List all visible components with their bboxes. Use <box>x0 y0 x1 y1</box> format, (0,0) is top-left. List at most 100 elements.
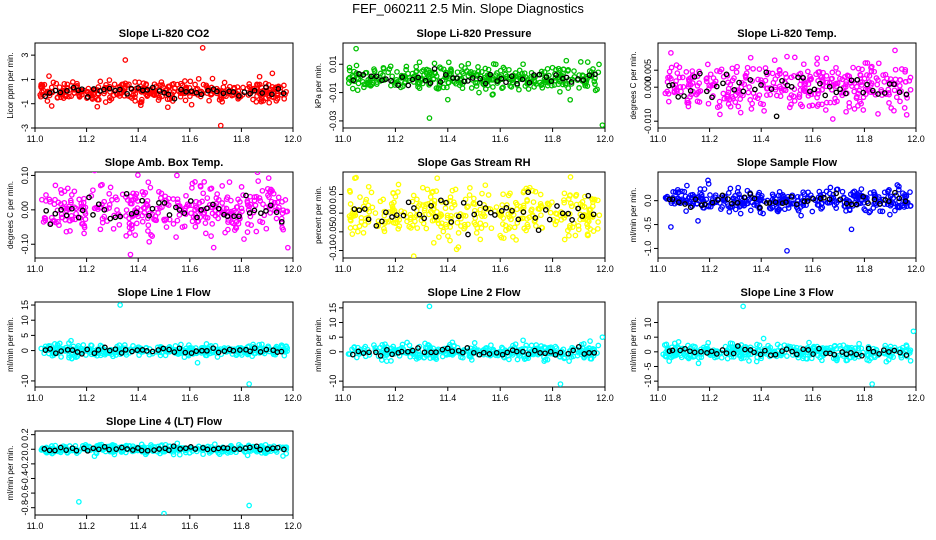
y-axis-label: degrees C per min. <box>6 181 15 249</box>
reference-point <box>482 80 489 87</box>
data-points <box>662 47 914 122</box>
point <box>174 217 181 224</box>
point <box>703 75 710 82</box>
point <box>450 343 457 350</box>
point <box>231 207 237 214</box>
reference-point <box>129 447 136 453</box>
point <box>574 352 581 359</box>
reference-point <box>548 78 555 85</box>
x-tick-label: 11.8 <box>544 134 561 144</box>
outlier-point <box>740 303 746 310</box>
point <box>442 205 449 212</box>
point <box>448 67 454 74</box>
point <box>497 232 504 239</box>
point <box>380 65 387 72</box>
point <box>569 76 576 83</box>
x-tick-label: 11.8 <box>544 393 561 403</box>
point <box>213 349 219 356</box>
y-tick-label: 0.0 <box>20 443 30 456</box>
point <box>698 354 705 361</box>
reference-point <box>135 85 142 91</box>
point <box>767 91 774 98</box>
point <box>201 179 208 185</box>
point <box>760 335 767 342</box>
point <box>804 68 811 75</box>
point <box>798 212 804 219</box>
outlier-point <box>869 381 875 387</box>
point <box>828 76 835 82</box>
point <box>99 181 105 188</box>
reference-point <box>788 193 795 200</box>
data-points <box>38 302 291 387</box>
point <box>109 197 115 203</box>
outlier-point <box>599 122 605 128</box>
reference-point <box>590 211 597 218</box>
point <box>582 193 588 200</box>
reference-point <box>133 209 140 216</box>
point <box>373 81 380 87</box>
point <box>770 79 777 86</box>
point <box>493 204 500 210</box>
point <box>207 447 214 454</box>
reference-point <box>389 214 395 220</box>
point <box>110 449 116 455</box>
point <box>567 174 574 180</box>
x-tick-label: 12.0 <box>596 393 614 403</box>
point <box>176 212 183 218</box>
reference-point <box>95 347 102 353</box>
reference-point <box>779 348 785 354</box>
reference-point <box>891 347 898 354</box>
point <box>537 200 544 207</box>
reference-point <box>422 77 429 84</box>
reference-point <box>178 86 184 93</box>
reference-point <box>585 192 592 199</box>
reference-point <box>246 210 253 216</box>
point <box>107 94 113 101</box>
point <box>366 352 373 358</box>
point <box>176 451 183 458</box>
point <box>871 189 877 195</box>
x-tick-label: 11.8 <box>233 393 250 403</box>
chart-panel-4: Slope Amb. Box Temp. 11.0 11.2 11.4 11.6 11.8… <box>6 157 302 274</box>
point <box>673 351 680 358</box>
reference-point <box>896 89 903 96</box>
point <box>110 225 117 232</box>
plot-frame <box>657 301 917 388</box>
point <box>360 229 367 236</box>
point <box>673 78 679 84</box>
x-tick-label: 11.8 <box>856 393 873 403</box>
point <box>769 204 776 211</box>
point <box>885 86 892 93</box>
point <box>861 206 868 212</box>
reference-point <box>69 445 76 452</box>
point <box>813 71 819 78</box>
point <box>776 67 783 74</box>
point <box>431 197 438 204</box>
reference-point <box>486 351 493 357</box>
point <box>805 195 811 201</box>
point <box>853 194 859 200</box>
reference-point <box>891 81 897 88</box>
point <box>898 66 905 72</box>
point <box>666 358 673 364</box>
point <box>887 202 894 209</box>
reference-point <box>383 209 389 216</box>
point <box>409 70 416 77</box>
point <box>162 193 169 200</box>
reference-point <box>801 198 808 205</box>
point <box>864 60 871 66</box>
reference-point <box>409 347 416 354</box>
point <box>590 66 596 72</box>
reference-point <box>822 92 829 99</box>
point <box>782 87 789 94</box>
x-tick-label: 12.0 <box>907 134 925 144</box>
point <box>524 197 530 203</box>
reference-point <box>349 351 356 358</box>
point <box>366 82 373 88</box>
point <box>470 200 477 207</box>
point <box>129 95 135 101</box>
reference-point <box>118 444 125 451</box>
point <box>865 352 872 359</box>
reference-point <box>135 445 141 451</box>
point <box>804 355 810 362</box>
